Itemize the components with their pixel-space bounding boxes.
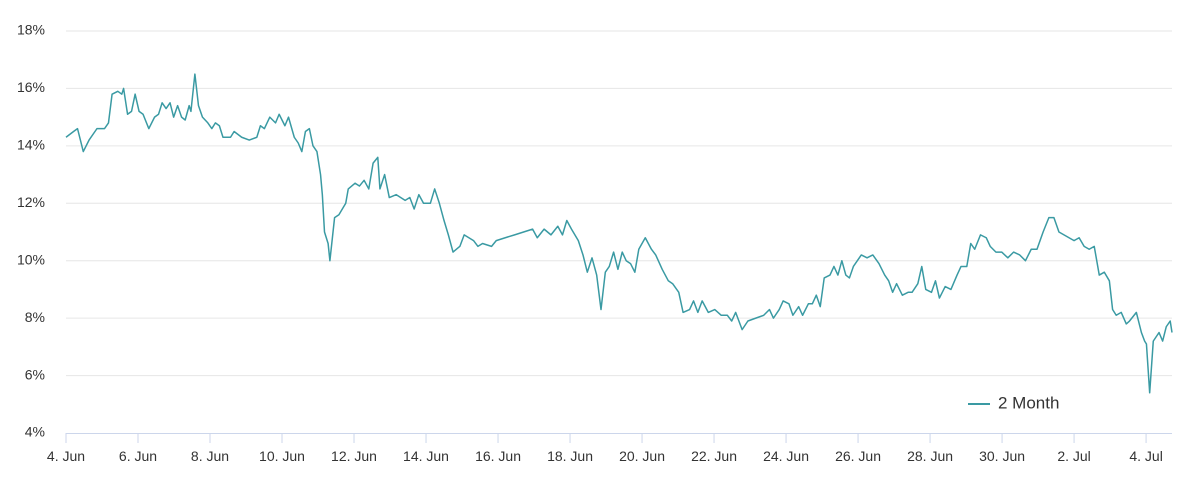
y-tick-label: 18% [17, 22, 45, 38]
y-tick-label: 14% [17, 137, 45, 153]
line-series [65, 73, 1173, 394]
x-tick-label: 24. Jun [763, 448, 810, 464]
x-tick-label: 4. Jul [1129, 448, 1163, 464]
y-tick-label: 6% [25, 366, 45, 382]
x-tick-label: 16. Jun [475, 448, 521, 464]
y-tick-label: 12% [17, 194, 45, 210]
legend-label: 2 Month [998, 393, 1059, 412]
x-tick-label: 28. Jun [907, 448, 954, 464]
x-tick-label: 12. Jun [331, 448, 377, 464]
x-tick-label: 22. Jun [691, 448, 738, 464]
y-tick-label: 10% [17, 251, 45, 267]
x-tick-label: 2. Jul [1057, 448, 1091, 464]
y-tick-label: 16% [17, 79, 45, 95]
x-tick-label: 20. Jun [619, 448, 665, 464]
x-tick-label: 30. Jun [979, 448, 1026, 464]
y-tick-label: 4% [25, 424, 45, 440]
x-tick-label: 18. Jun [547, 448, 593, 464]
x-tick-label: 14. Jun [403, 448, 449, 464]
x-tick-label: 10. Jun [259, 448, 305, 464]
x-tick-label: 26. Jun [835, 448, 882, 464]
x-tick-label: 6. Jun [118, 448, 158, 464]
y-tick-label: 8% [25, 309, 45, 325]
x-tick-label: 4. Jun [46, 448, 86, 464]
x-tick-label: 8. Jun [190, 448, 230, 464]
